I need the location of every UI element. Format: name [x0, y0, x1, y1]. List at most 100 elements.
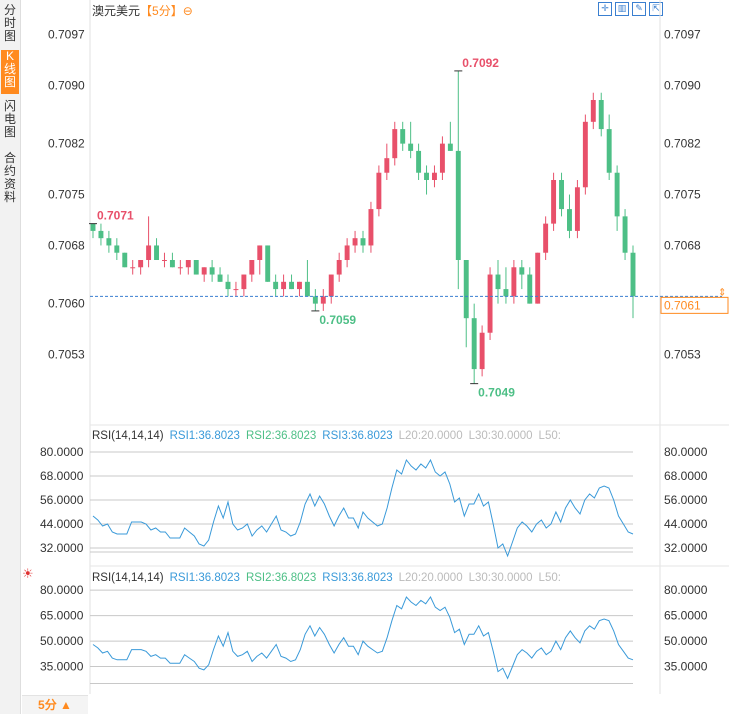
- candle-body: [320, 296, 326, 304]
- l20-label: L20:20.0000: [398, 430, 463, 442]
- candle-body: [352, 238, 358, 246]
- rsi2-label: RSI2:36.8023: [245, 572, 317, 584]
- period-indicator: 【5分】: [140, 4, 183, 18]
- candle-body: [416, 150, 422, 173]
- candle-body: [225, 281, 231, 290]
- current-price-box: [660, 296, 729, 314]
- tab-time-share[interactable]: 分时图: [3, 3, 16, 43]
- candle-body: [106, 238, 112, 246]
- candle-body: [519, 267, 525, 275]
- rsi-tick-right: 44.0000: [664, 517, 708, 531]
- crosshair-icon[interactable]: ✛: [598, 2, 612, 16]
- rsi-tick-right: 56.0000: [664, 493, 708, 507]
- candle-body: [495, 274, 501, 290]
- rsi-tick-right: 50.0000: [664, 634, 708, 648]
- price-tick-right: 0.7075: [664, 188, 701, 202]
- candle-body: [98, 230, 104, 239]
- export-icon[interactable]: ⇱: [649, 2, 663, 16]
- candle-body: [209, 267, 215, 275]
- candle-body: [551, 180, 557, 224]
- rsi3-label: RSI3:36.8023: [322, 430, 393, 442]
- price-tick-left: 0.7068: [48, 238, 85, 252]
- candle-body: [455, 150, 461, 260]
- candle-body: [392, 129, 398, 159]
- candle-body: [590, 100, 596, 122]
- rsi1-label: RSI1:36.8023: [169, 572, 240, 584]
- candle-body: [217, 274, 223, 282]
- candle-body: [146, 245, 152, 260]
- candle-body: [471, 318, 477, 370]
- chart-title: 澳元美元【5分】⊖: [92, 2, 193, 19]
- candle-body: [233, 289, 239, 291]
- candle-body: [543, 223, 549, 253]
- candle-body: [241, 274, 247, 290]
- candle-body: [328, 274, 334, 297]
- candle-body: [511, 267, 517, 297]
- candle-body: [535, 252, 541, 304]
- chart-grid-icon[interactable]: ▥: [615, 2, 629, 16]
- candle-body: [384, 158, 390, 173]
- candle-body: [622, 216, 628, 253]
- rsi-tick-left: 44.0000: [40, 517, 84, 531]
- candle-body: [201, 267, 207, 275]
- rsi-tick-left: 68.0000: [40, 469, 84, 483]
- candle-body: [289, 281, 294, 290]
- candle-body: [424, 172, 429, 180]
- rsi-param-label: RSI(14,14,14): [92, 430, 164, 442]
- price-tick-left: 0.7082: [48, 137, 85, 151]
- rsi-tick-right: 80.0000: [664, 583, 708, 597]
- rsi-tick-left: 35.0000: [40, 660, 84, 674]
- rsi-tick-left: 80.0000: [40, 583, 84, 597]
- rsi-param-label: RSI(14,14,14): [92, 572, 164, 584]
- rsi-series-line: [92, 596, 634, 680]
- candle-body: [130, 267, 136, 269]
- candle-body: [368, 209, 374, 246]
- price-annotation: 0.7092: [462, 56, 499, 70]
- candle-body: [281, 281, 287, 290]
- settings-sun-icon[interactable]: ☀: [22, 566, 34, 581]
- candle-body: [574, 187, 580, 231]
- tab-contract-info[interactable]: 合约资料: [3, 151, 16, 204]
- price-tick-right: 0.7090: [664, 78, 701, 92]
- candle-body: [527, 274, 533, 304]
- rsi-tick-left: 50.0000: [40, 634, 84, 648]
- candle-body: [376, 172, 382, 210]
- candle-body: [177, 267, 183, 269]
- candle-body: [273, 281, 279, 290]
- tab-kline[interactable]: K线图: [1, 50, 19, 94]
- candle-body: [162, 260, 167, 261]
- price-tick-left: 0.7090: [48, 78, 85, 92]
- current-price-label: 0.7061: [664, 298, 701, 312]
- candle-body: [630, 252, 636, 297]
- candle-body: [598, 100, 604, 130]
- draw-tool-icon[interactable]: ✎: [632, 2, 646, 16]
- price-annotation: 0.7049: [478, 386, 515, 400]
- price-annotation: 0.7059: [319, 313, 356, 327]
- period-selector-button[interactable]: 5分 ▲: [22, 695, 88, 714]
- candle-body: [400, 129, 406, 144]
- collapse-icon[interactable]: ⊖: [182, 4, 193, 18]
- price-tick-left: 0.7053: [48, 348, 85, 362]
- rsi-tick-left: 32.0000: [40, 541, 84, 555]
- price-annotation: 0.7071: [97, 209, 134, 223]
- candle-body: [257, 245, 263, 260]
- candle-body: [582, 121, 588, 188]
- price-tick-left: 0.7075: [48, 188, 85, 202]
- l30-label: L30:30.0000: [468, 430, 533, 442]
- rsi-tick-right: 65.0000: [664, 609, 708, 623]
- rsi-series-line: [92, 458, 634, 558]
- candle-body: [439, 143, 445, 173]
- candle-body: [463, 260, 469, 319]
- candle-body: [297, 281, 302, 290]
- candle-body: [249, 260, 255, 275]
- tab-flash[interactable]: 闪电图: [3, 99, 16, 139]
- candle-body: [336, 260, 342, 275]
- l30-label: L30:30.0000: [468, 572, 533, 584]
- candle-body: [185, 260, 191, 268]
- rsi-legend-2: RSI(14,14,14) RSI1:36.8023 RSI2:36.8023 RSI…: [92, 572, 567, 584]
- price-tick-right: 0.7053: [664, 348, 701, 362]
- candle-body: [479, 332, 485, 370]
- candle-body: [447, 143, 453, 151]
- price-tick-left: 0.7097: [48, 28, 85, 42]
